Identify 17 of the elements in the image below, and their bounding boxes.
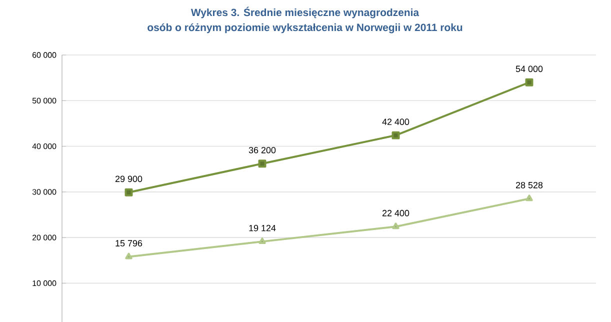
data-label: 19 124 bbox=[249, 224, 276, 232]
point bbox=[526, 194, 533, 202]
data-label: 22 400 bbox=[382, 210, 410, 216]
point bbox=[392, 222, 400, 229]
data-label: 54 000 bbox=[516, 66, 543, 72]
data-label: 42 400 bbox=[382, 118, 410, 125]
point bbox=[125, 252, 132, 260]
point bbox=[124, 188, 133, 196]
point bbox=[392, 131, 400, 140]
chart-title: Wykres 3. Średnie miesięczne wynagrodzenia osób o różnym poziomie wykształcenia w Norwegii w 2011 roku bbox=[148, 6, 462, 34]
point bbox=[525, 78, 534, 86]
data-label: 28 528 bbox=[516, 182, 543, 188]
point bbox=[258, 237, 266, 244]
data-label: 36 200 bbox=[248, 146, 276, 154]
point bbox=[258, 160, 266, 168]
data-label: 29 900 bbox=[116, 176, 142, 182]
data-label: 15 796 bbox=[116, 240, 142, 246]
